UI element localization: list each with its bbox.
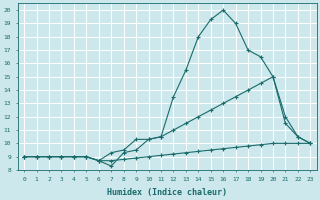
X-axis label: Humidex (Indice chaleur): Humidex (Indice chaleur) [107, 188, 227, 197]
